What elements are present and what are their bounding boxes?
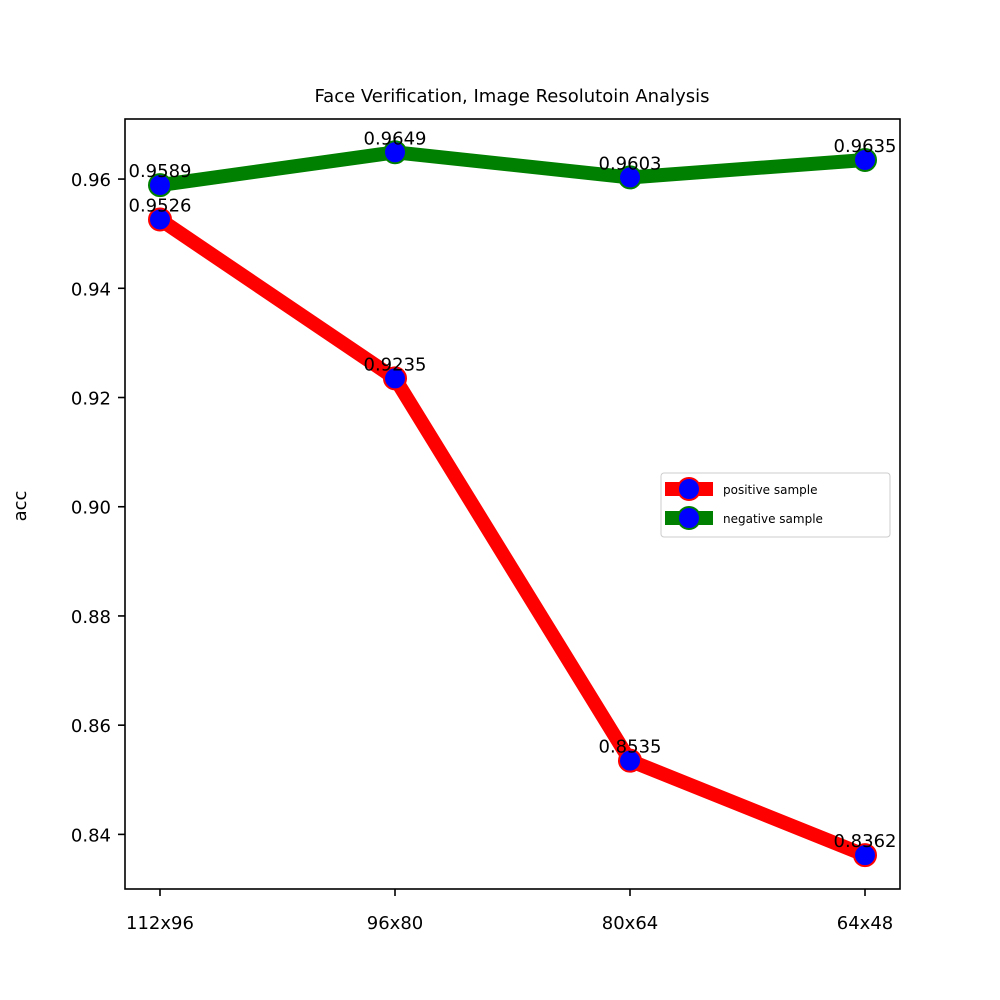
data-point-marker xyxy=(618,165,642,190)
data-point-marker xyxy=(383,140,407,165)
y-tick-label: 0.94 xyxy=(71,279,111,300)
data-label: 0.9235 xyxy=(364,354,427,375)
y-tick-label: 0.86 xyxy=(71,716,111,737)
x-tick-label: 96x80 xyxy=(367,913,423,934)
data-point-marker xyxy=(853,843,877,868)
plot-frame xyxy=(124,118,901,890)
x-tick-label: 112x96 xyxy=(126,913,194,934)
y-axis-label: acc xyxy=(10,491,31,522)
data-label: 0.9589 xyxy=(129,161,192,182)
legend-marker xyxy=(677,506,701,530)
series-line-1 xyxy=(159,145,866,193)
y-tick-label: 0.90 xyxy=(71,498,111,519)
axes: 0.84 0.86 0.88 0.90 0.92 0.94 0.96 112x96 96x80 8… xyxy=(71,170,893,934)
data-label: 0.9603 xyxy=(599,153,662,174)
data-point-marker xyxy=(383,366,407,391)
plot-area: 0.9526 0.9235 0.8535 0.8362 0.9589 0.9649 0.96… xyxy=(129,128,897,868)
data-point-marker xyxy=(853,147,877,172)
data-point-marker xyxy=(148,173,172,198)
legend-label: negative sample xyxy=(723,512,823,526)
series-line-0 xyxy=(156,213,868,862)
legend: positive sample negative sample xyxy=(660,472,891,538)
data-label: 0.8362 xyxy=(834,831,897,852)
y-tick-label: 0.92 xyxy=(71,389,111,410)
x-tick-label: 64x48 xyxy=(837,913,893,934)
y-tick-label: 0.84 xyxy=(71,825,111,846)
data-label: 0.9649 xyxy=(364,128,427,149)
data-point-marker xyxy=(148,207,172,232)
data-point-marker xyxy=(618,748,642,773)
legend-label: positive sample xyxy=(723,483,818,497)
data-label: 0.8535 xyxy=(599,737,662,758)
y-tick-label: 0.88 xyxy=(71,607,111,628)
y-tick-label: 0.96 xyxy=(71,170,111,191)
data-label: 0.9526 xyxy=(129,195,192,216)
data-label: 0.9635 xyxy=(834,136,897,157)
legend-marker xyxy=(677,477,701,501)
legend-box xyxy=(660,472,891,538)
x-tick-label: 80x64 xyxy=(602,913,658,934)
chart-title: Face Verification, Image Resolutoin Anal… xyxy=(314,86,709,107)
